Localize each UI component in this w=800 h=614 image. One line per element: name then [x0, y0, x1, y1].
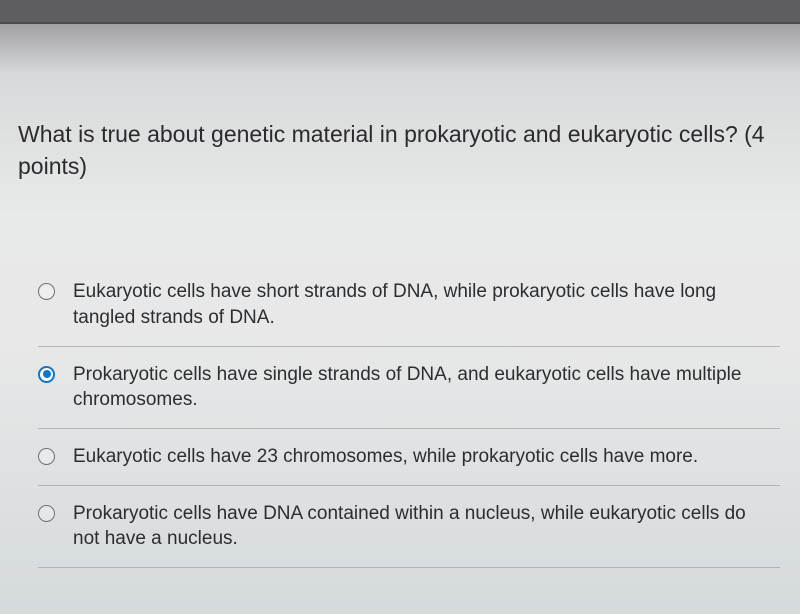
option-text: Prokaryotic cells have DNA contained wit… [73, 501, 770, 552]
radio-icon-selected[interactable] [38, 366, 55, 383]
radio-icon[interactable] [38, 448, 55, 465]
radio-icon[interactable] [38, 283, 55, 300]
option-row-3[interactable]: Eukaryotic cells have 23 chromosomes, wh… [38, 429, 780, 486]
option-text: Eukaryotic cells have short strands of D… [73, 279, 770, 330]
option-row-1[interactable]: Eukaryotic cells have short strands of D… [38, 264, 780, 346]
option-text: Prokaryotic cells have single strands of… [73, 362, 770, 413]
question-prompt-text: What is true about genetic material in p… [18, 118, 772, 182]
question-header-bar [0, 0, 800, 24]
option-text: Eukaryotic cells have 23 chromosomes, wh… [73, 444, 770, 470]
option-row-2[interactable]: Prokaryotic cells have single strands of… [38, 347, 780, 429]
question-prompt-block: What is true about genetic material in p… [0, 24, 800, 182]
answer-options: Eukaryotic cells have short strands of D… [0, 264, 800, 567]
radio-icon[interactable] [38, 505, 55, 522]
option-row-4[interactable]: Prokaryotic cells have DNA contained wit… [38, 486, 780, 568]
